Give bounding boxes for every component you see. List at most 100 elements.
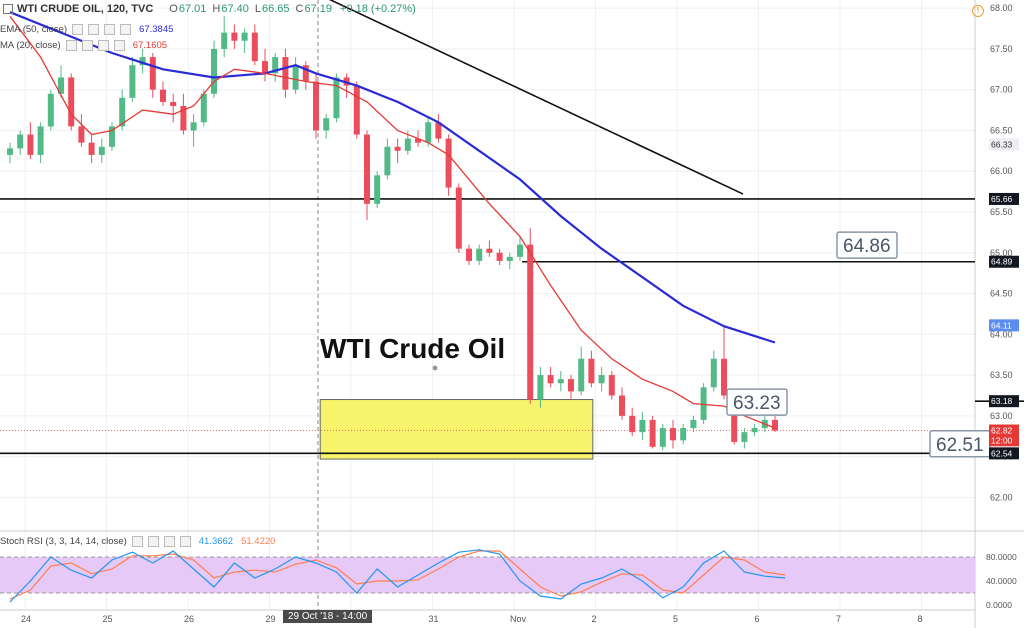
anchor-dot [432, 365, 438, 371]
time-axis-tick: 8 [918, 614, 923, 624]
candle-body [384, 146, 391, 176]
price-callout-label: 62.51 [936, 435, 984, 456]
time-axis-tick: 29 [266, 614, 276, 624]
candle-body [486, 248, 493, 253]
ma-series-line [9, 11, 776, 344]
stoch-label: Stoch RSI (3, 3, 14, 14, close) [0, 536, 127, 547]
candle-body [47, 93, 54, 127]
candle-body [180, 106, 187, 131]
price-tag-label: 62.54 [991, 448, 1013, 458]
candle-body [302, 65, 309, 82]
eye-icon[interactable] [131, 536, 143, 547]
candle-body [119, 97, 126, 127]
ema-value: 67.3845 [139, 24, 174, 35]
candle-body [751, 428, 758, 433]
price-tag [989, 447, 1019, 460]
candle-body [466, 248, 472, 261]
candle-body [537, 375, 544, 400]
ema-label: EMA (50, close) [0, 24, 68, 35]
price-tag [989, 395, 1019, 408]
candle-body [160, 89, 166, 102]
candle-body [139, 57, 146, 66]
price-tag [989, 434, 1019, 447]
stoch-axis-tick: 40.0000 [986, 576, 1017, 586]
more-icon[interactable] [120, 24, 132, 35]
stoch-k-line [9, 549, 786, 603]
candle-body [476, 248, 483, 261]
time-axis-tick: 26 [184, 614, 194, 624]
low-label: L [254, 3, 261, 15]
candle-body [670, 428, 676, 441]
candle-body [435, 122, 442, 139]
stoch-rsi-legend[interactable]: Stoch RSI (3, 3, 14, 14, close) 41.3662 … [0, 536, 275, 547]
support-zone [319, 399, 594, 460]
candle-body [374, 175, 381, 204]
candle-body [506, 256, 513, 261]
alert-icon[interactable]: ! [972, 5, 984, 17]
eye-icon[interactable] [72, 24, 84, 35]
candle-body [608, 375, 615, 396]
candle-body [109, 126, 115, 147]
chart-title: WTI Crude Oil [320, 333, 505, 364]
eye-icon[interactable] [65, 40, 77, 51]
settings-icon[interactable] [147, 536, 159, 547]
price-tag-label: 62.82 [991, 426, 1013, 436]
settings-icon[interactable] [81, 40, 93, 51]
candle-body [129, 65, 136, 98]
time-axis-tick: 2 [592, 614, 597, 624]
candle-body [313, 81, 319, 131]
candle-body [690, 419, 697, 429]
stoch-overbought-band [0, 557, 975, 593]
candle-body [772, 419, 778, 431]
close-icon[interactable] [163, 536, 175, 547]
candle-body [527, 244, 534, 400]
candle-body [17, 134, 24, 149]
time-axis-tick: 31 [429, 614, 439, 624]
time-axis-tick: 24 [21, 614, 31, 624]
price-tag-label: 64.89 [991, 257, 1013, 267]
candle-body [598, 375, 605, 384]
price-callout-label: 63.23 [733, 393, 781, 414]
price-tag [989, 138, 1019, 151]
candle-body [262, 61, 268, 74]
close-icon[interactable] [97, 40, 109, 51]
open-value: 67.01 [178, 3, 207, 15]
close-icon[interactable] [104, 24, 116, 35]
candle-body [639, 419, 646, 433]
price-axis-tick: 67.00 [990, 85, 1013, 95]
price-axis-tick: 63.50 [990, 370, 1013, 380]
ma-series-line [9, 15, 776, 429]
candle-body [547, 375, 554, 384]
candle-body [58, 77, 64, 94]
price-callout-label: 64.86 [843, 236, 891, 257]
candle-body [659, 428, 666, 447]
ema-indicator-legend[interactable]: EMA (50, close) 67.3845 [0, 24, 173, 35]
candle-body [323, 118, 330, 131]
candle-body [404, 138, 411, 151]
ma-label: MA (20, close) [0, 40, 61, 51]
candle-body [231, 32, 238, 41]
candle-body [282, 57, 289, 90]
price-tag-label: 63.18 [991, 396, 1013, 406]
candle-body [557, 379, 564, 384]
candle-body [333, 77, 340, 119]
collapse-icon[interactable] [3, 4, 13, 14]
candle-body [568, 379, 574, 392]
candle-body [149, 57, 156, 90]
price-callout-box [726, 388, 788, 416]
more-icon[interactable] [179, 536, 191, 547]
candle-body [170, 101, 177, 106]
price-axis-tick: 66.00 [990, 166, 1013, 176]
candle-body [78, 126, 85, 143]
more-icon[interactable] [113, 40, 125, 51]
settings-icon[interactable] [88, 24, 100, 35]
candle-body [394, 146, 401, 151]
candle-body [731, 395, 738, 442]
crosshair-date-label: 29 Oct '18 - 14:00 [283, 610, 373, 623]
price-tag [989, 255, 1019, 268]
high-label: H [212, 3, 221, 15]
candle-body [649, 419, 656, 447]
symbol-title[interactable]: WTI CRUDE OIL, 120, TVC [17, 3, 154, 15]
ma-indicator-legend[interactable]: MA (20, close) 67.1605 [0, 40, 167, 51]
